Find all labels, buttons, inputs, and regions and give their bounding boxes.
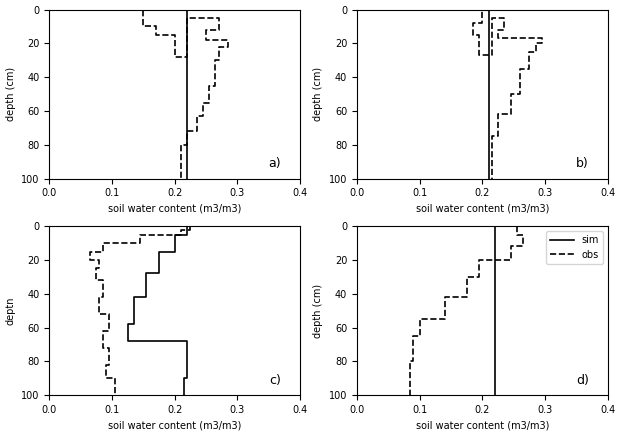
Text: a): a) [269,157,281,170]
Text: c): c) [269,374,281,387]
Y-axis label: depth (cm): depth (cm) [313,283,324,338]
X-axis label: soil water content (m3/m3): soil water content (m3/m3) [415,420,549,430]
Y-axis label: depth (cm): depth (cm) [313,67,324,121]
Legend: sim, obs: sim, obs [546,231,603,264]
X-axis label: soil water content (m3/m3): soil water content (m3/m3) [415,204,549,214]
X-axis label: soil water content (m3/m3): soil water content (m3/m3) [108,420,242,430]
Y-axis label: deptn: deptn [6,296,16,325]
Y-axis label: depth (cm): depth (cm) [6,67,16,121]
Text: b): b) [576,157,589,170]
Text: d): d) [576,374,589,387]
X-axis label: soil water content (m3/m3): soil water content (m3/m3) [108,204,242,214]
